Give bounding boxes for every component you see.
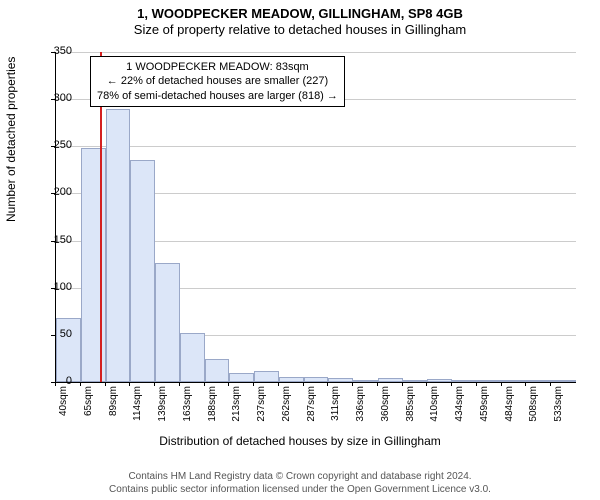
xtick-mark	[278, 382, 279, 386]
xtick-mark	[129, 382, 130, 386]
xtick-label: 484sqm	[504, 386, 515, 446]
histogram-bar	[378, 378, 403, 382]
histogram-bar	[130, 160, 155, 382]
xtick-label: 163sqm	[182, 386, 193, 446]
histogram-bar	[526, 380, 551, 382]
ytick-mark	[51, 241, 55, 242]
xtick-label: 65sqm	[83, 386, 94, 446]
xtick-mark	[204, 382, 205, 386]
ytick-mark	[51, 146, 55, 147]
xtick-mark	[501, 382, 502, 386]
ytick-mark	[51, 288, 55, 289]
xtick-mark	[451, 382, 452, 386]
xtick-label: 139sqm	[157, 386, 168, 446]
histogram-bar	[229, 373, 254, 382]
xtick-mark	[402, 382, 403, 386]
xtick-label: 508sqm	[528, 386, 539, 446]
xtick-mark	[352, 382, 353, 386]
xtick-label: 237sqm	[256, 386, 267, 446]
xtick-mark	[525, 382, 526, 386]
ytick-label: 350	[32, 45, 72, 57]
ytick-label: 200	[32, 186, 72, 198]
histogram-bar	[304, 377, 329, 382]
xtick-mark	[476, 382, 477, 386]
footer-line2: Contains public sector information licen…	[0, 484, 600, 497]
xtick-mark	[377, 382, 378, 386]
xtick-mark	[55, 382, 56, 386]
xtick-label: 213sqm	[231, 386, 242, 446]
histogram-chart: Number of detached properties 1 WOODPECK…	[0, 42, 600, 442]
footer: Contains HM Land Registry data © Crown c…	[0, 471, 600, 496]
xtick-mark	[154, 382, 155, 386]
xtick-label: 287sqm	[306, 386, 317, 446]
xtick-label: 434sqm	[454, 386, 465, 446]
xtick-mark	[426, 382, 427, 386]
xtick-label: 188sqm	[207, 386, 218, 446]
xtick-label: 262sqm	[281, 386, 292, 446]
annotation-line2: ← 22% of detached houses are smaller (22…	[97, 74, 338, 88]
histogram-bar	[254, 371, 279, 382]
title-block: 1, WOODPECKER MEADOW, GILLINGHAM, SP8 4G…	[0, 0, 600, 39]
ytick-label: 150	[32, 234, 72, 246]
histogram-bar	[180, 333, 205, 382]
xtick-label: 311sqm	[330, 386, 341, 446]
annotation-box: 1 WOODPECKER MEADOW: 83sqm ← 22% of deta…	[90, 56, 345, 107]
xtick-label: 336sqm	[355, 386, 366, 446]
annotation-line3: 78% of semi-detached houses are larger (…	[97, 89, 338, 103]
histogram-bar	[353, 380, 378, 382]
xtick-label: 410sqm	[429, 386, 440, 446]
histogram-bar	[106, 109, 131, 382]
ytick-label: 300	[32, 92, 72, 104]
page-title-line2: Size of property relative to detached ho…	[0, 22, 600, 38]
histogram-bar	[502, 380, 527, 382]
histogram-bar	[427, 379, 452, 382]
histogram-bar	[205, 359, 230, 382]
plot-area: 1 WOODPECKER MEADOW: 83sqm ← 22% of deta…	[55, 52, 576, 383]
ytick-label: 250	[32, 139, 72, 151]
xtick-mark	[80, 382, 81, 386]
ytick-label: 50	[32, 328, 72, 340]
xtick-mark	[327, 382, 328, 386]
xtick-mark	[228, 382, 229, 386]
histogram-bar	[279, 377, 304, 382]
histogram-bar	[551, 380, 576, 382]
xtick-mark	[550, 382, 551, 386]
histogram-bar	[452, 380, 477, 382]
xtick-label: 459sqm	[479, 386, 490, 446]
xtick-label: 385sqm	[405, 386, 416, 446]
xtick-label: 40sqm	[58, 386, 69, 446]
xtick-label: 533sqm	[553, 386, 564, 446]
ytick-mark	[51, 193, 55, 194]
page-title-line1: 1, WOODPECKER MEADOW, GILLINGHAM, SP8 4G…	[0, 6, 600, 22]
xtick-label: 114sqm	[132, 386, 143, 446]
xtick-mark	[179, 382, 180, 386]
xtick-label: 360sqm	[380, 386, 391, 446]
y-axis-label: Number of detached properties	[4, 57, 18, 222]
xtick-label: 89sqm	[108, 386, 119, 446]
xtick-mark	[253, 382, 254, 386]
ytick-mark	[51, 335, 55, 336]
footer-line1: Contains HM Land Registry data © Crown c…	[0, 471, 600, 484]
histogram-bar	[403, 380, 428, 382]
gridline	[56, 146, 576, 147]
histogram-bar	[155, 263, 180, 382]
xtick-mark	[303, 382, 304, 386]
ytick-mark	[51, 99, 55, 100]
xtick-mark	[105, 382, 106, 386]
ytick-mark	[51, 52, 55, 53]
histogram-bar	[328, 378, 353, 382]
histogram-bar	[477, 380, 502, 382]
ytick-label: 100	[32, 281, 72, 293]
gridline	[56, 52, 576, 53]
annotation-line1: 1 WOODPECKER MEADOW: 83sqm	[97, 60, 338, 74]
